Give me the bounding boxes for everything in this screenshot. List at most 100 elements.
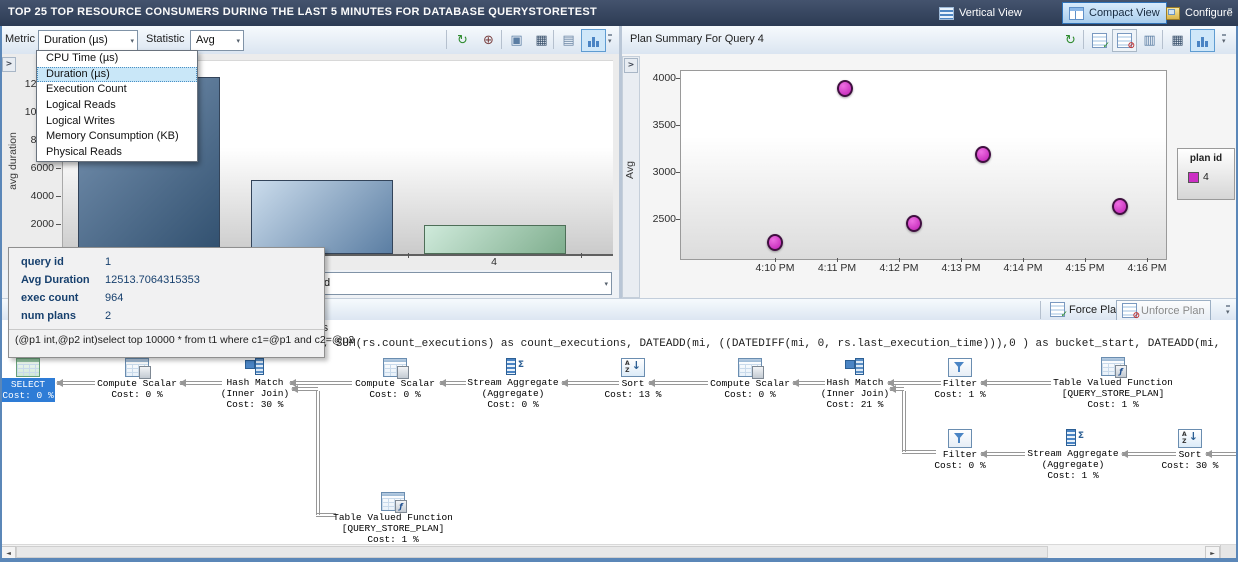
filter-icon: [948, 358, 972, 377]
dropdown-item-cpu-time[interactable]: CPU Time (µs): [46, 52, 119, 64]
dropdown-item-logical-writes[interactable]: Logical Writes: [46, 114, 115, 127]
plan-node-compute-scalar-1[interactable]: Compute Scalar Cost: 0 %: [92, 358, 182, 400]
plan-data-point[interactable]: [906, 215, 922, 232]
titlebar-overflow-button[interactable]: ▾: [1228, 8, 1232, 19]
plan-arrow: [439, 379, 466, 387]
dropdown-item-duration[interactable]: Duration (µs): [37, 66, 197, 83]
results-grid-button[interactable]: ▤: [556, 29, 581, 52]
x-tick-label: 4:16 PM: [1127, 262, 1167, 274]
plan-node-hash-match-1[interactable]: Hash Match (Inner Join) Cost: 30 %: [210, 357, 300, 410]
plan-node-select[interactable]: SELECT Cost: 0 %: [1, 358, 55, 402]
plan-connector: [889, 385, 904, 393]
y-tick-label: 3000: [652, 166, 676, 178]
tooltip-sql-text: (@p1 int,@p2 int)select top 10000 * from…: [15, 334, 355, 346]
toolbar-overflow-button[interactable]: ▾: [608, 34, 612, 45]
scrollbar-corner: [1220, 545, 1238, 559]
collapse-pane-button[interactable]: >: [2, 57, 16, 72]
plan-node-sort-2[interactable]: Sort Cost: 30 %: [1155, 429, 1225, 471]
plan-node-label: Sort: [621, 378, 645, 389]
chart-icon: [1196, 35, 1209, 47]
plan-node-sort-1[interactable]: Sort Cost: 13 %: [598, 358, 668, 400]
dropdown-item-physical-reads[interactable]: Physical Reads: [46, 146, 122, 159]
plan-node-tvf-2[interactable]: ƒ Table Valued Function [QUERY_STORE_PLA…: [328, 492, 458, 545]
scrollbar-thumb[interactable]: [16, 546, 1048, 558]
bar-query-4[interactable]: [424, 225, 566, 254]
toolbar-overflow-button[interactable]: ▾: [1226, 305, 1230, 316]
filter-icon: [948, 429, 972, 448]
collapse-pane-button[interactable]: >: [624, 58, 638, 73]
plan-grid-view-button[interactable]: ▦: [1165, 29, 1190, 52]
plan-node-cost: Cost: 1 %: [367, 534, 419, 545]
compute-scalar-icon: [383, 358, 409, 379]
plan-data-point[interactable]: [1112, 198, 1128, 215]
plan-data-point[interactable]: [975, 146, 991, 163]
statistic-combobox[interactable]: Avg ▾: [190, 30, 244, 51]
x-tick: [775, 258, 776, 262]
compare-plans-button[interactable]: ▥: [1137, 29, 1162, 52]
plan-node-sublabel: (Aggregate): [481, 388, 545, 399]
grid-icon: ▦: [535, 33, 548, 48]
x-tick: [581, 253, 582, 258]
metric-value: Duration (µs): [44, 34, 108, 46]
force-plan-toolbar-button[interactable]: ✓: [1087, 29, 1112, 52]
configure-label: Configure: [1185, 7, 1233, 19]
compact-view-icon: [1069, 6, 1084, 20]
plan-data-point[interactable]: [837, 80, 853, 97]
plan-connector: [291, 385, 318, 393]
panel-splitter[interactable]: [619, 26, 622, 298]
plan-node-compute-scalar-3[interactable]: Compute Scalar Cost: 0 %: [705, 358, 795, 400]
track-query-button[interactable]: ⊕: [476, 29, 501, 52]
bar-query-3[interactable]: [251, 180, 393, 254]
plan-node-sublabel: (Inner Join): [220, 388, 290, 399]
plan-arrow: [887, 379, 941, 387]
chart-view-button[interactable]: [581, 29, 606, 52]
plan-node-label: Filter: [942, 378, 978, 389]
plan-node-label: Hash Match: [826, 377, 884, 388]
tooltip-row: num plans 2: [9, 307, 324, 325]
horizontal-scrollbar[interactable]: ◄ ►: [0, 544, 1238, 560]
force-plan-button[interactable]: ✓ Force Plan: [1045, 300, 1127, 320]
refresh-plan-summary-button[interactable]: ↻: [1058, 29, 1083, 52]
plan-node-label: Stream Aggregate: [1027, 448, 1119, 459]
plan-arrow: [648, 379, 708, 387]
dropdown-item-logical-reads[interactable]: Logical Reads: [46, 99, 116, 112]
selected-node-box: SELECT Cost: 0 %: [1, 378, 55, 402]
page-title: TOP 25 TOP RESOURCE CONSUMERS DURING THE…: [8, 6, 598, 18]
plan-node-hash-match-2[interactable]: Hash Match (Inner Join) Cost: 21 %: [810, 357, 900, 410]
plan-node-tvf-1[interactable]: ƒ Table Valued Function [QUERY_STORE_PLA…: [1048, 357, 1178, 410]
x-tick-label: 4:10 PM: [755, 262, 795, 274]
window-border-bottom: [0, 558, 1238, 562]
metric-combobox[interactable]: Duration (µs) ▾: [38, 30, 138, 51]
refresh-icon: ↻: [1065, 33, 1076, 48]
force-plan-icon: ✓: [1092, 33, 1110, 51]
plan-node-cost: Cost: 30 %: [1161, 460, 1219, 471]
view-query-button[interactable]: ▣: [504, 29, 529, 52]
plan-node-stream-aggregate-1[interactable]: Σ Stream Aggregate (Aggregate) Cost: 0 %: [463, 357, 563, 410]
stream-aggregate-icon: Σ: [1061, 428, 1085, 447]
dropdown-item-execution-count[interactable]: Execution Count: [46, 83, 127, 96]
unforce-plan-button[interactable]: ⊘ Unforce Plan: [1116, 300, 1211, 321]
legend-entry[interactable]: 4: [1178, 164, 1234, 183]
toolbar-overflow-button[interactable]: ▾: [1222, 34, 1226, 45]
unforce-plan-toolbar-button[interactable]: ⊘: [1112, 29, 1137, 52]
plan-connector: [902, 391, 906, 452]
plan-node-sublabel: [QUERY_STORE_PLAN]: [341, 523, 445, 534]
y-tick-label: 3500: [652, 119, 676, 131]
configure-button[interactable]: Configure: [1160, 3, 1238, 23]
statistic-value: Avg: [196, 34, 215, 46]
plan-node-compute-scalar-2[interactable]: Compute Scalar Cost: 0 %: [350, 358, 440, 400]
grid-view-button[interactable]: ▦: [529, 29, 554, 52]
plan-data-point[interactable]: [767, 234, 783, 251]
plan-node-stream-aggregate-2[interactable]: Σ Stream Aggregate (Aggregate) Cost: 1 %: [1023, 428, 1123, 481]
plan-node-filter-1[interactable]: Filter Cost: 1 %: [925, 358, 995, 400]
refresh-button[interactable]: ↻: [450, 29, 475, 52]
compact-view-button[interactable]: Compact View: [1062, 2, 1167, 24]
x-tick-label: 4:11 PM: [817, 262, 857, 274]
unforce-plan-icon: ⊘: [1122, 303, 1140, 321]
dropdown-item-memory-consumption[interactable]: Memory Consumption (KB): [46, 130, 179, 143]
plan-chart-view-button[interactable]: [1190, 29, 1215, 52]
plan-node-filter-2[interactable]: Filter Cost: 0 %: [925, 429, 995, 471]
plan-node-label: Hash Match: [226, 377, 284, 388]
vertical-view-button[interactable]: Vertical View: [933, 3, 1028, 23]
fx-badge: ƒ: [395, 500, 407, 513]
